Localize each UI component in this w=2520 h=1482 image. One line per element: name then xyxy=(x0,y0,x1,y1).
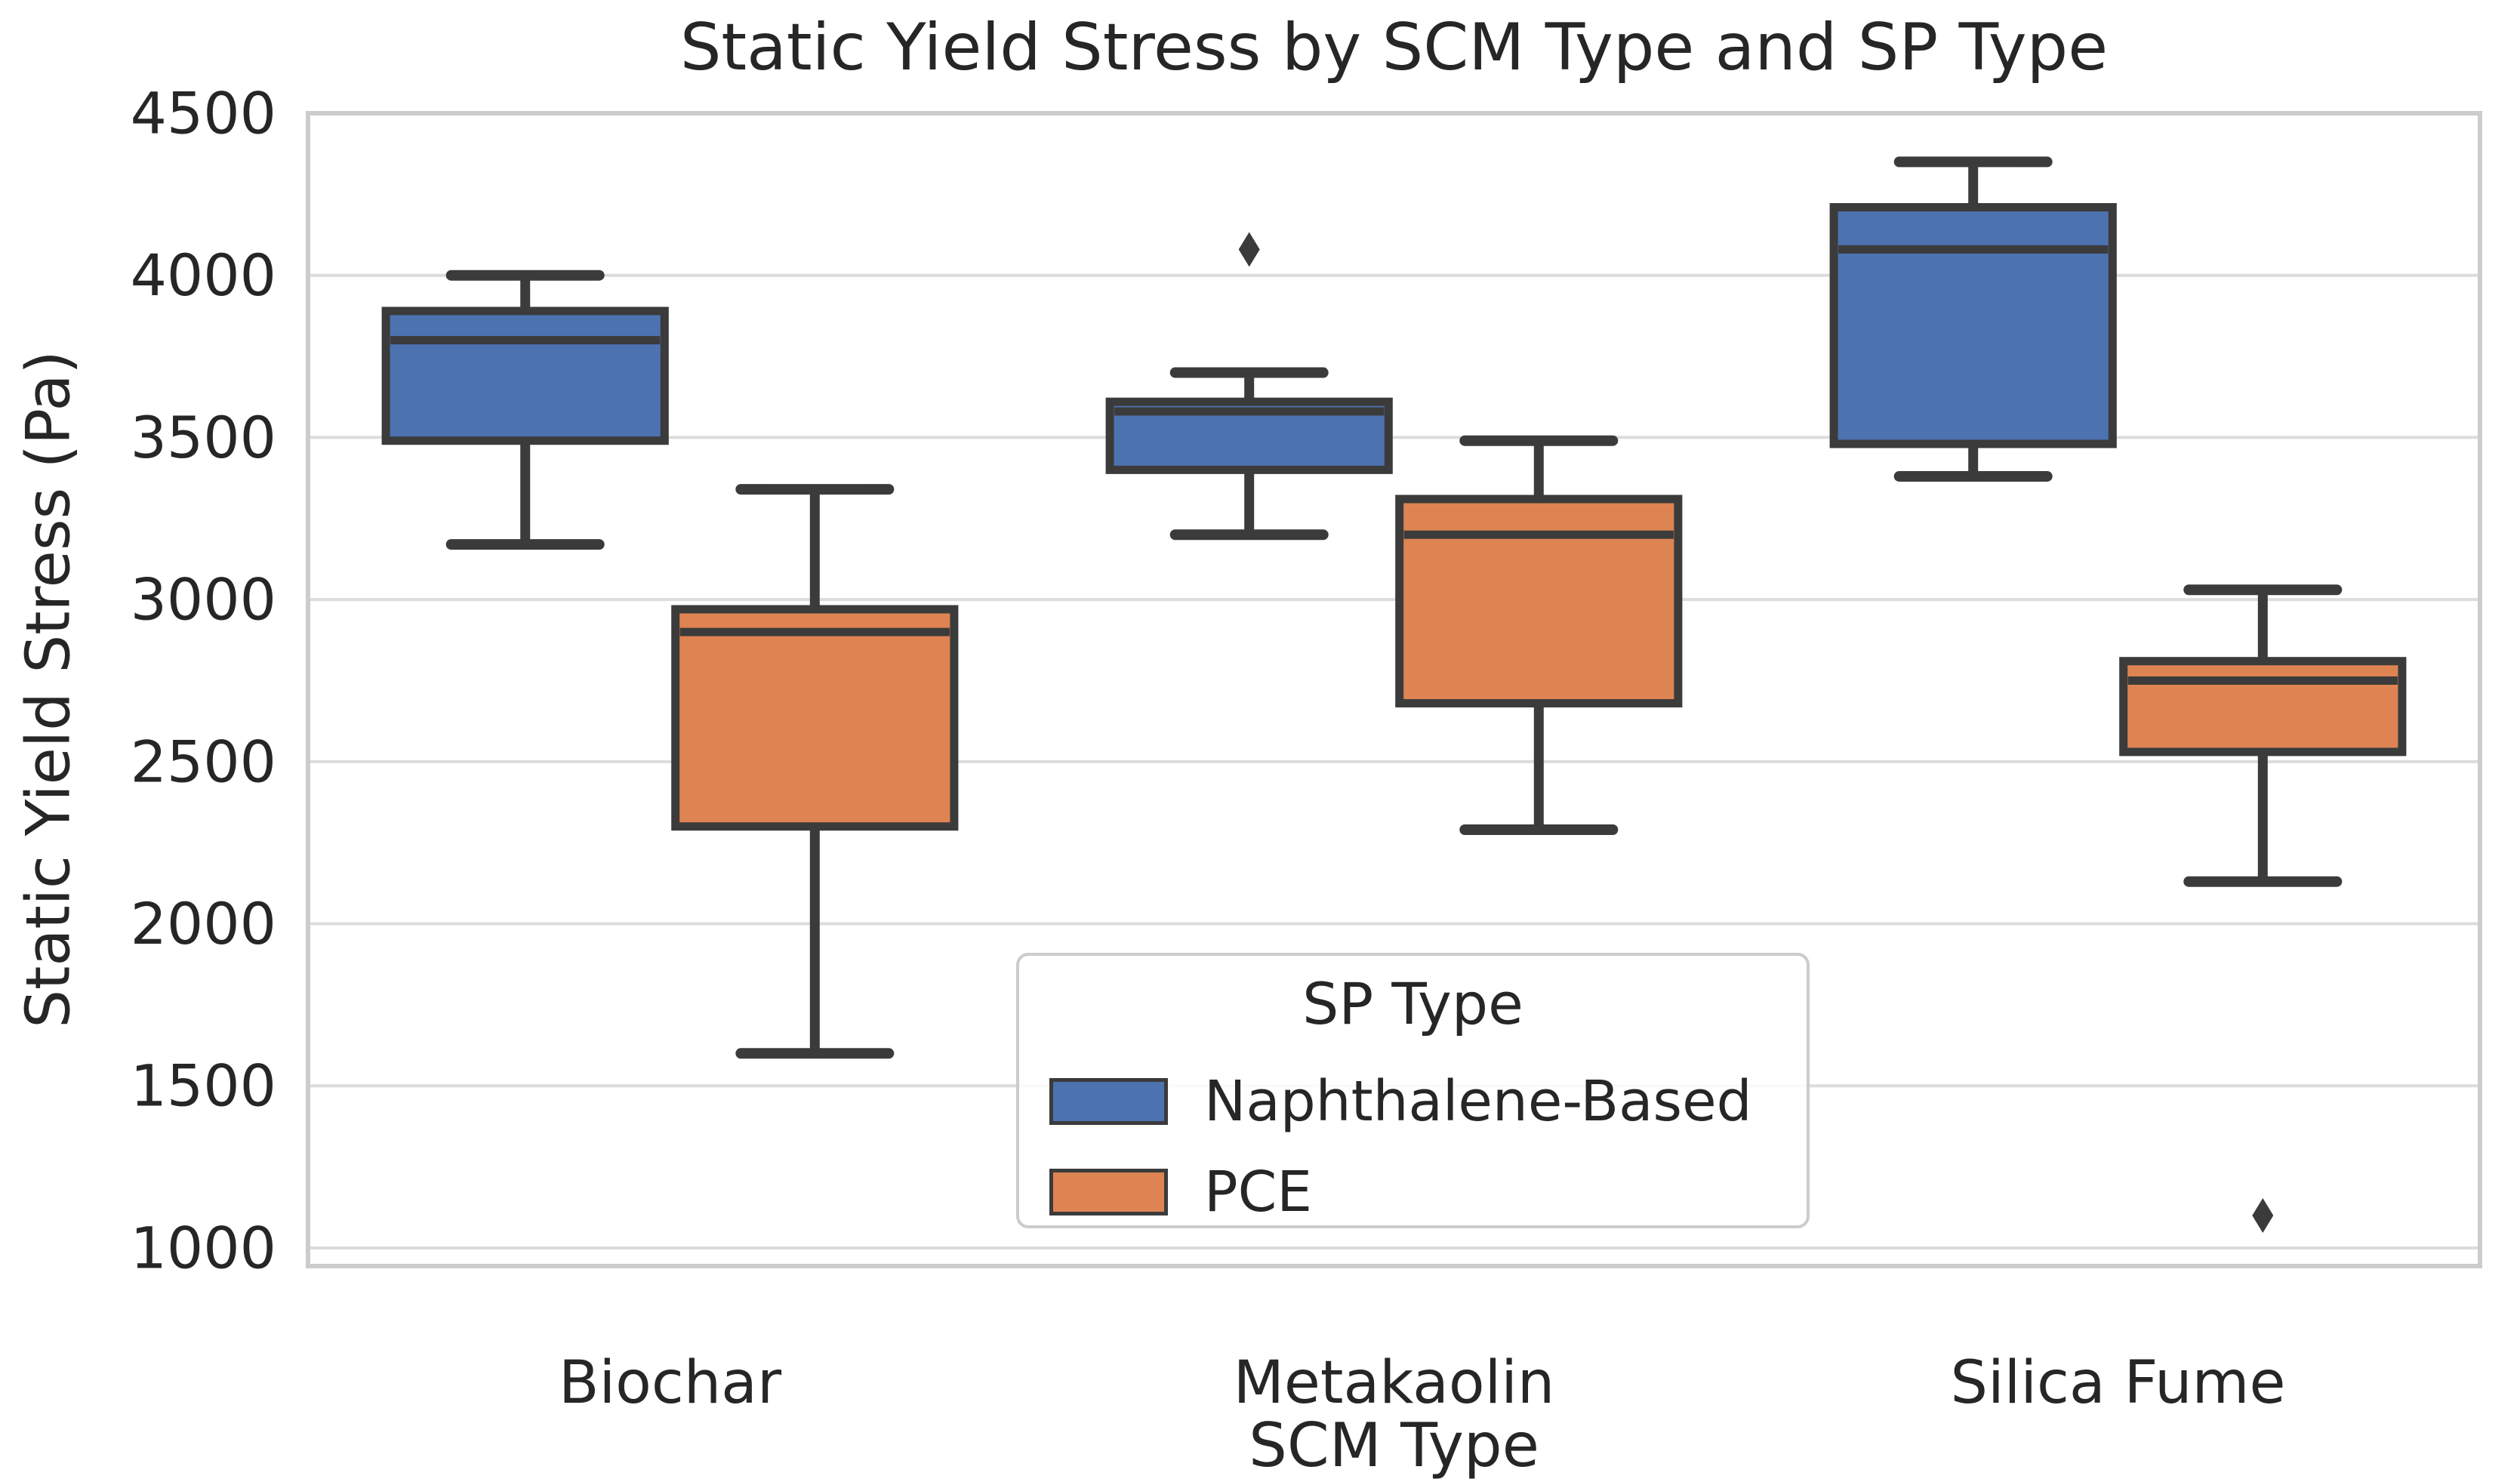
box-pce-biochar xyxy=(671,605,959,831)
y-tick-label-4500: 4500 xyxy=(131,80,276,147)
legend-entry-pce: PCE xyxy=(1049,1164,1312,1220)
y-tick-label-3500: 3500 xyxy=(131,404,276,471)
box-naphthalene-based-biochar xyxy=(381,307,669,445)
y-tick-label-2000: 2000 xyxy=(131,890,276,957)
y-tick-label-3000: 3000 xyxy=(131,566,276,633)
legend-label-pce: PCE xyxy=(1204,1160,1313,1225)
legend-swatch-naphthalene-based xyxy=(1049,1078,1168,1125)
chart-title: Static Yield Stress by SCM Type and SP T… xyxy=(679,10,2109,85)
box-naphthalene-based-metakaolin-outlier-0 xyxy=(1238,232,1260,267)
y-tick-label-2500: 2500 xyxy=(131,728,276,795)
y-axis-label: Static Yield Stress (Pa) xyxy=(13,350,84,1028)
box-pce-silica-fume-outlier-0 xyxy=(2252,1198,2274,1234)
box-naphthalene-based-silica-fume xyxy=(1829,203,2117,448)
legend: SP Type Naphthalene-Based PCE xyxy=(1016,953,1810,1228)
x-tick-label-silica-fume: Silica Fume xyxy=(1950,1349,2285,1417)
y-tick-label-1000: 1000 xyxy=(131,1214,276,1281)
y-tick-label-1500: 1500 xyxy=(131,1052,276,1120)
x-tick-label-metakaolin: Metakaolin xyxy=(1234,1349,1555,1417)
x-tick-label-biochar: Biochar xyxy=(559,1349,782,1417)
x-axis-label: SCM Type xyxy=(1249,1410,1539,1480)
legend-entry-naphthalene-based: Naphthalene-Based xyxy=(1049,1074,1752,1129)
legend-swatch-pce xyxy=(1049,1169,1168,1215)
box-pce-silica-fume xyxy=(2119,657,2407,756)
plot-border xyxy=(306,111,2482,1268)
box-pce-metakaolin xyxy=(1395,495,1683,708)
y-tick-label-4000: 4000 xyxy=(131,242,276,309)
legend-title: SP Type xyxy=(1302,970,1523,1037)
legend-label-naphthalene-based: Naphthalene-Based xyxy=(1204,1069,1752,1134)
